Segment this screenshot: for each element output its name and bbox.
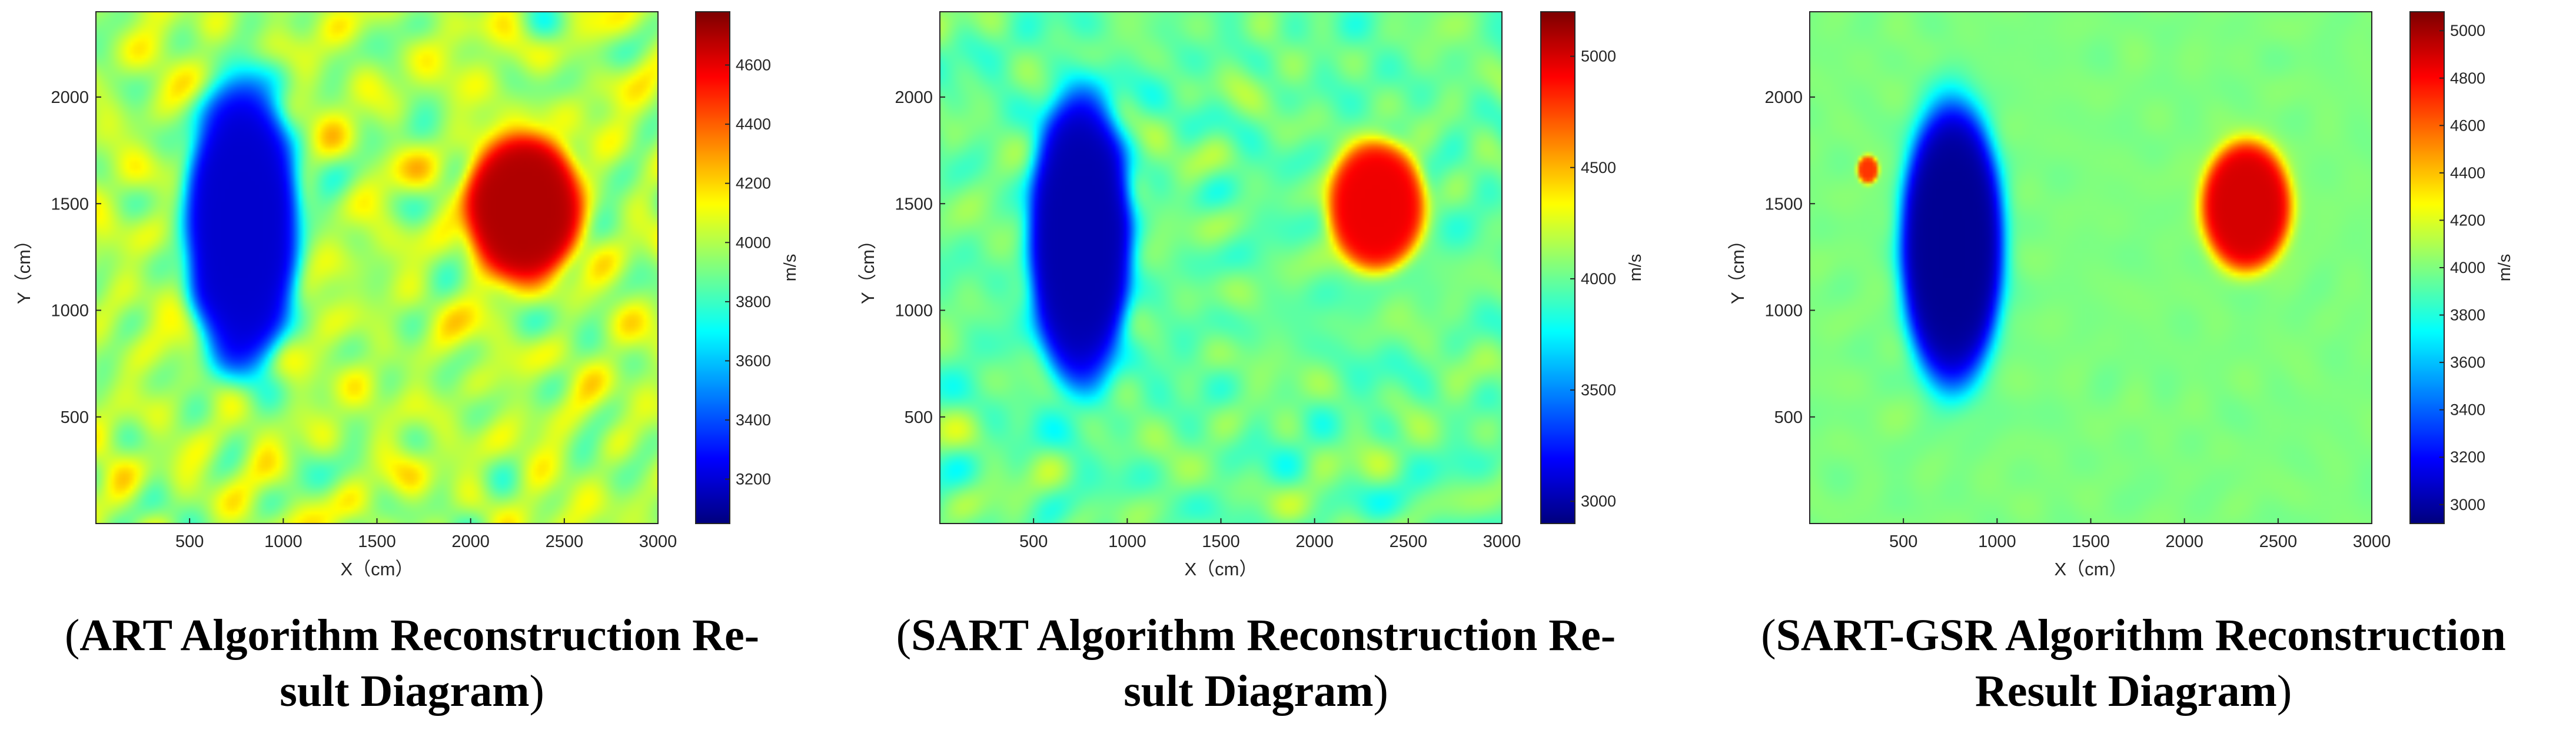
x-tick-label: 1500 xyxy=(358,532,396,551)
colorbar-frame xyxy=(1540,11,1575,524)
colorbar-tick-label: 3400 xyxy=(736,411,771,429)
y-axis-label: Y（cm） xyxy=(14,231,34,304)
x-tick-label: 3000 xyxy=(1483,532,1521,551)
colorbar-tick-label: 4800 xyxy=(2450,69,2485,87)
colorbar-tick-label: 4600 xyxy=(736,56,771,74)
heatmap-image xyxy=(96,12,658,524)
colorbar-tick-label: 4200 xyxy=(2450,211,2485,229)
colorbar-tick-label: 4400 xyxy=(736,115,771,133)
colorbar-tick-label: 4400 xyxy=(2450,164,2485,182)
x-tick-label: 1000 xyxy=(1978,532,2016,551)
colorbar-tick-label: 3200 xyxy=(736,471,771,488)
colorbar-tick-label: 4200 xyxy=(736,175,771,192)
y-tick-label: 1000 xyxy=(895,302,933,321)
caption-line-2: Result Diagram) xyxy=(1975,666,2292,716)
x-tick-label: 2000 xyxy=(1295,532,1334,551)
colorbar-unit: m/s xyxy=(2495,254,2514,282)
caption-line-2: sult Diagram) xyxy=(280,666,544,716)
x-axis-label: X（cm） xyxy=(1185,559,1258,579)
colorbar-tick-label: 4600 xyxy=(2450,116,2485,134)
caption-line-1: (SART-GSR Algorithm Reconstruction xyxy=(1761,611,2505,660)
y-tick-label: 1500 xyxy=(895,195,933,214)
heatmap-image xyxy=(940,12,1502,524)
colorbar-gradient xyxy=(1541,12,1575,524)
caption-line-1: (SART Algorithm Reconstruction Re- xyxy=(896,611,1616,660)
y-tick-label: 1000 xyxy=(1764,302,1803,321)
x-tick-label: 500 xyxy=(175,532,204,551)
colorbar-gradient xyxy=(2410,12,2444,524)
colorbar-tick-label: 4000 xyxy=(736,234,771,251)
x-tick-label: 1000 xyxy=(264,532,303,551)
colorbar-tick-label: 3500 xyxy=(1581,381,1616,399)
x-tick-label: 2500 xyxy=(1390,532,1428,551)
colorbar-tick-label: 4000 xyxy=(2450,259,2485,276)
x-tick-label: 3000 xyxy=(639,532,677,551)
colorbar-tick-label: 3600 xyxy=(736,352,771,369)
x-axis-label: X（cm） xyxy=(341,559,414,579)
chart-panel-2: 500 1000 1500 2000 2500 3000 500 1000 1500 2000 X（… xyxy=(857,11,1645,716)
colorbar-tick-label: 4000 xyxy=(1581,270,1616,288)
x-tick-label: 500 xyxy=(1889,532,1917,551)
x-tick-label: 2500 xyxy=(2259,532,2298,551)
colorbar-tick-label: 3800 xyxy=(736,293,771,311)
x-axis-label: X（cm） xyxy=(2055,559,2128,579)
x-tick-label: 1500 xyxy=(2072,532,2110,551)
chart-panel-3: 500 1000 1500 2000 2500 3000 500 1000 1500 2000 X（… xyxy=(1727,11,2514,716)
x-tick-label: 500 xyxy=(1019,532,1048,551)
colorbar-tick-label: 3200 xyxy=(2450,448,2485,466)
y-tick-label: 2000 xyxy=(1764,88,1803,107)
colorbar-unit: m/s xyxy=(781,254,800,282)
y-tick-label: 500 xyxy=(61,408,89,427)
y-tick-label: 1500 xyxy=(51,195,89,214)
colorbar-tick-label: 4500 xyxy=(1581,159,1616,176)
y-tick-label: 500 xyxy=(905,408,933,427)
caption-line-2: sult Diagram) xyxy=(1124,666,1388,716)
colorbar-tick-label: 3000 xyxy=(1581,492,1616,510)
colorbar-tick-label: 5000 xyxy=(1581,48,1616,65)
y-tick-label: 2000 xyxy=(895,88,933,107)
colorbar-frame xyxy=(695,11,730,524)
heatmap-image xyxy=(1810,12,2372,524)
colorbar-tick-label: 3400 xyxy=(2450,401,2485,419)
y-tick-label: 1000 xyxy=(51,302,89,321)
y-tick-label: 2000 xyxy=(51,88,89,107)
colorbar-tick-label: 3600 xyxy=(2450,354,2485,371)
x-tick-label: 2500 xyxy=(546,532,584,551)
colorbar-tick-label: 3000 xyxy=(2450,496,2485,514)
x-tick-label: 1500 xyxy=(1202,532,1240,551)
y-axis-label: Y（cm） xyxy=(1727,231,1748,304)
colorbar-gradient xyxy=(696,12,730,524)
caption-line-1: (ART Algorithm Reconstruction Re- xyxy=(65,611,759,660)
chart-panel-1: 500 1000 1500 2000 2500 3000 500 1000 1500 2000 X（… xyxy=(14,11,800,716)
colorbar-tick-label: 5000 xyxy=(2450,22,2485,39)
y-tick-label: 1500 xyxy=(1764,195,1803,214)
colorbar-tick-label: 3800 xyxy=(2450,306,2485,324)
x-tick-label: 2000 xyxy=(451,532,490,551)
y-axis-label: Y（cm） xyxy=(857,231,878,304)
y-tick-label: 500 xyxy=(1774,408,1803,427)
colorbar-unit: m/s xyxy=(1626,254,1645,282)
x-tick-label: 3000 xyxy=(2353,532,2391,551)
x-tick-label: 1000 xyxy=(1108,532,1146,551)
x-tick-label: 2000 xyxy=(2165,532,2203,551)
